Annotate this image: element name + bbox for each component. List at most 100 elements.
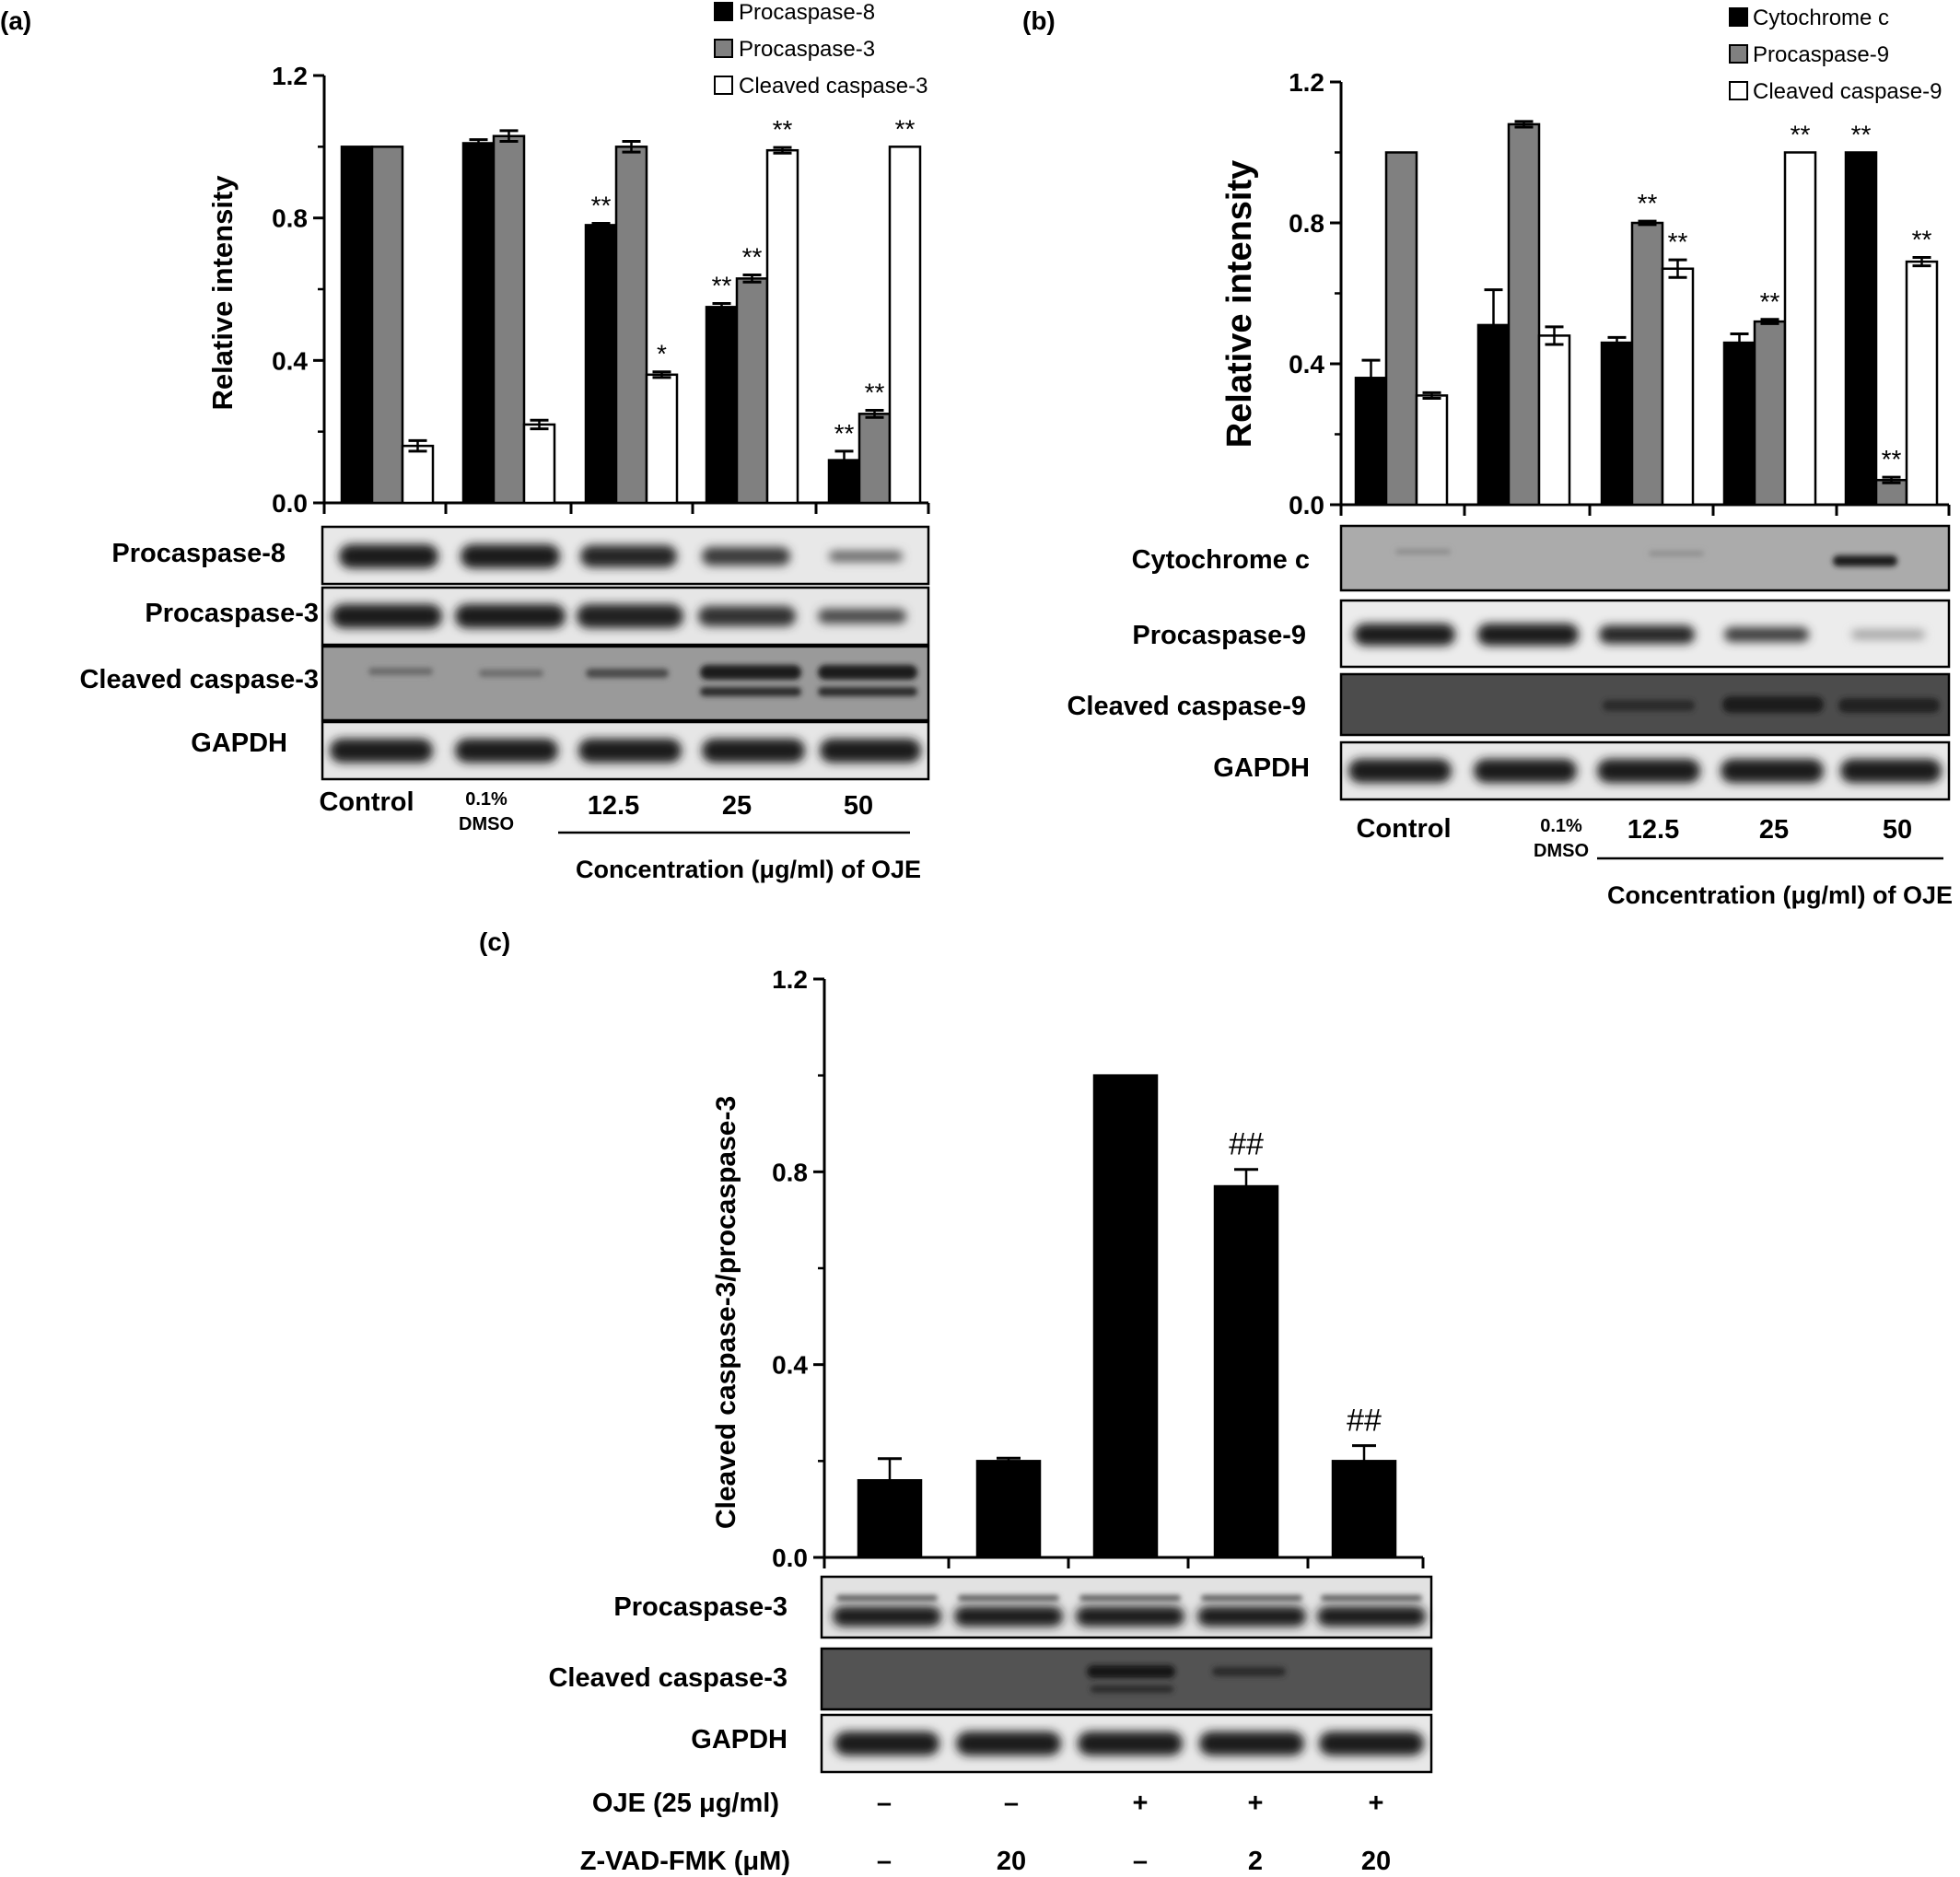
- legend-label-procaspase-8: Procaspase-8: [739, 0, 875, 25]
- panel-b-y-axis-title: Relative intensity: [1220, 160, 1259, 449]
- treatment-zvad-lane-2: 20: [997, 1847, 1026, 1876]
- bar: [1753, 320, 1787, 507]
- bar: [401, 444, 435, 505]
- significance-label: ##: [1229, 1127, 1264, 1162]
- panel-a-label: (a): [0, 6, 31, 35]
- bar: [888, 146, 922, 505]
- bar: [1537, 334, 1571, 507]
- panel-a-y-axis-title: Relative intensity: [206, 175, 239, 411]
- bar: [340, 146, 374, 505]
- bar: [584, 224, 618, 505]
- y-tick-label: 1.2: [772, 965, 808, 994]
- lane-label-control: Control: [319, 787, 414, 817]
- bar: [614, 146, 648, 505]
- legend-label-cleaved-caspase-9: Cleaved caspase-9: [1753, 79, 1942, 104]
- blot-strip-cleaved-caspase-3: [820, 1647, 1433, 1711]
- panel-c-chart: Cleaved caspase-3/procaspase-3 0.0 0.4 0.8…: [711, 965, 1425, 1572]
- significance-label: **: [742, 243, 763, 272]
- bar: [645, 373, 679, 505]
- bar: [492, 134, 526, 505]
- bar: [1354, 377, 1388, 507]
- y-tick-label: 0.4: [1289, 350, 1324, 379]
- treatment-oje-lane-4: +: [1248, 1789, 1264, 1818]
- significance-label: **: [1851, 121, 1872, 149]
- significance-label: **: [1791, 121, 1811, 149]
- panel-c-y-axis-title: Cleaved caspase-3/procaspase-3: [711, 1096, 741, 1529]
- panel-b: (b) Relative intensity Cytochrome c Proc…: [1022, 6, 1953, 909]
- legend-label-procaspase-3: Procaspase-3: [739, 37, 875, 62]
- concentration-label: Concentration (μg/ml) of OJE: [1607, 881, 1953, 909]
- blot-label-procaspase-8: Procaspase-8: [111, 539, 286, 568]
- y-tick-label: 0.8: [772, 1158, 808, 1186]
- bar: [370, 146, 404, 505]
- lane-label-dmso-line2: DMSO: [1534, 841, 1589, 861]
- significance-label: **: [865, 378, 885, 406]
- concentration-label: Concentration (μg/ml) of OJE: [576, 856, 921, 883]
- bar: [461, 142, 496, 505]
- lane-label-control: Control: [1356, 814, 1451, 844]
- lane-label-dmso-line2: DMSO: [459, 814, 514, 834]
- bar: [858, 413, 892, 505]
- bar: [1630, 221, 1664, 507]
- bar: [1415, 394, 1449, 507]
- panel-c-label: (c): [479, 927, 510, 956]
- treatment-oje-lane-2: –: [1004, 1789, 1019, 1818]
- significance-label: **: [591, 191, 612, 219]
- bar: [705, 306, 739, 505]
- y-tick-label: 1.2: [1289, 68, 1324, 97]
- significance-label: **: [1760, 287, 1780, 316]
- significance-label: **: [1912, 225, 1932, 253]
- significance-label: *: [657, 340, 667, 368]
- panel-c-western-blot: Procaspase-3 Cleaved caspase-3 GAPDH: [548, 1575, 1433, 1876]
- y-tick-label: 0.0: [272, 489, 308, 518]
- blot-label-procaspase-3: Procaspase-3: [145, 599, 319, 628]
- legend-label-cytochrome-c: Cytochrome c: [1753, 6, 1889, 30]
- bar: [857, 1479, 923, 1559]
- treatment-oje-lane-5: +: [1369, 1789, 1384, 1818]
- bar: [1092, 1074, 1159, 1559]
- bar: [1844, 151, 1878, 507]
- blot-label-cleaved-caspase-3: Cleaved caspase-3: [548, 1663, 788, 1693]
- legend-swatch-procaspase-8: [714, 2, 733, 21]
- bar: [1661, 267, 1695, 507]
- significance-label: **: [773, 115, 793, 144]
- panel-a-western-blot: Procaspase-8 Procaspase-3 Cleaved caspas…: [79, 525, 930, 883]
- panel-a-legend: Procaspase-8 Procaspase-3 Cleaved caspas…: [714, 0, 928, 99]
- treatment-zvad-lane-5: 20: [1361, 1847, 1391, 1876]
- lane-label-12-5: 12.5: [1628, 815, 1679, 845]
- blot-label-gapdh: GAPDH: [191, 729, 287, 758]
- bar: [1600, 341, 1634, 507]
- bar: [522, 423, 556, 505]
- legend-swatch-procaspase-3: [714, 39, 733, 58]
- bar: [1331, 1460, 1397, 1559]
- bar: [765, 148, 799, 505]
- legend-label-procaspase-9: Procaspase-9: [1753, 42, 1889, 67]
- significance-label: **: [1638, 189, 1658, 217]
- legend-swatch-cleaved-caspase-9: [1729, 81, 1748, 100]
- bar: [1783, 151, 1817, 507]
- blot-label-gapdh: GAPDH: [691, 1725, 788, 1755]
- significance-label: **: [834, 419, 855, 448]
- blot-label-cleaved-caspase-3: Cleaved caspase-3: [79, 665, 319, 694]
- blot-label-cytochrome-c: Cytochrome c: [1132, 545, 1310, 575]
- significance-label: **: [895, 114, 916, 143]
- legend-label-cleaved-caspase-3: Cleaved caspase-3: [739, 74, 928, 99]
- lane-label-dmso-line1: 0.1%: [1540, 816, 1582, 836]
- treatment-label-zvad: Z-VAD-FMK (μM): [580, 1847, 790, 1876]
- treatment-oje-lane-1: –: [877, 1789, 892, 1818]
- treatment-zvad-lane-4: 2: [1248, 1847, 1263, 1876]
- treatment-label-oje: OJE (25 μg/ml): [592, 1789, 779, 1818]
- lane-label-dmso-line1: 0.1%: [465, 789, 508, 810]
- blot-label-gapdh: GAPDH: [1213, 753, 1310, 783]
- panel-b-chart: Relative intensity Cytochrome c Procaspa…: [1220, 6, 1951, 519]
- y-tick-label: 1.2: [272, 62, 308, 90]
- lane-label-25: 25: [1759, 815, 1789, 845]
- bar: [975, 1460, 1042, 1559]
- treatment-zvad-lane-1: –: [877, 1847, 892, 1876]
- lane-label-50: 50: [844, 791, 873, 821]
- panel-a-chart: Relative intensity Procaspase-8 Procaspa…: [206, 0, 930, 518]
- bar: [1905, 260, 1939, 507]
- bar: [1213, 1184, 1279, 1559]
- blot-label-procaspase-9: Procaspase-9: [1132, 621, 1306, 650]
